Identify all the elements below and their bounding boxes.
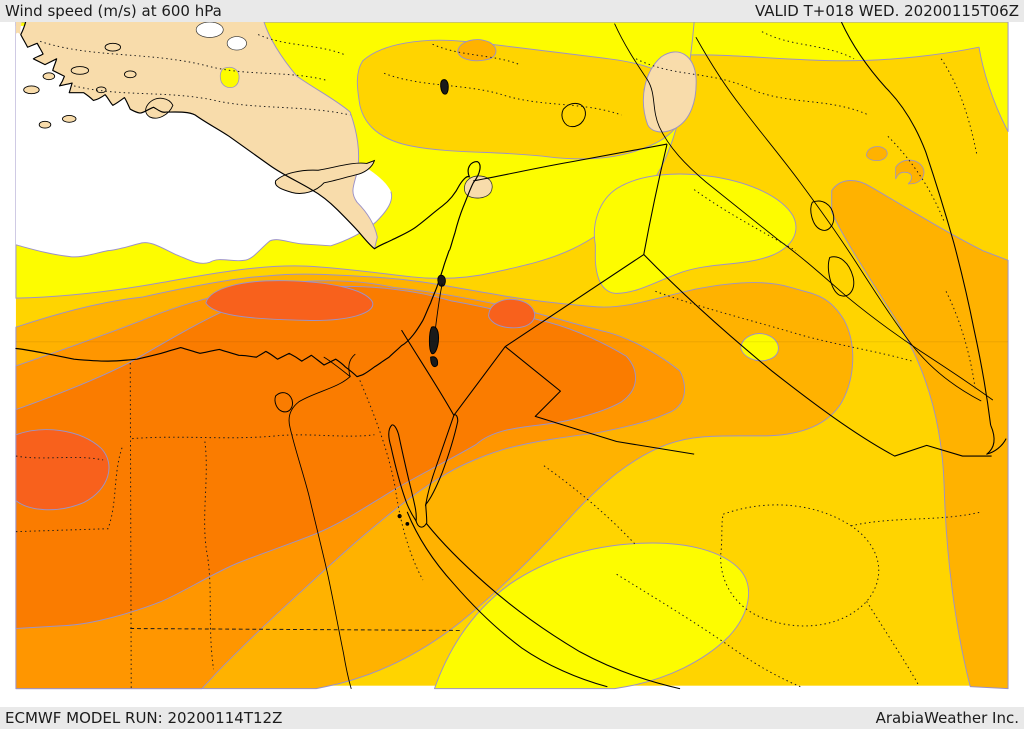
gulf-of-aqaba <box>424 414 459 507</box>
kuwait-coast <box>986 424 1007 455</box>
contour-white-sea-edge <box>15 191 393 264</box>
white-patch-lakes <box>226 36 247 51</box>
nile-delta-branch <box>323 353 356 378</box>
admin-borders-dotted <box>15 31 981 689</box>
red-sea-east-coast <box>426 523 681 690</box>
tigris-river <box>695 37 982 402</box>
band-cream-damascus <box>464 175 493 199</box>
map-title: Wind speed (m/s) at 600 hPa <box>5 2 222 20</box>
red-sea-coastlines <box>388 414 681 690</box>
band-yellow-blob-junction <box>740 333 779 362</box>
border-iraq-iran <box>840 22 992 426</box>
lake-qarun <box>274 392 293 413</box>
aegean-islands <box>23 42 174 129</box>
iraq-lake-tharthar <box>810 200 835 231</box>
border-jordan-river <box>435 283 443 329</box>
valid-time-label: VALID T+018 WED. 20200115T06Z <box>754 2 1019 20</box>
band-cream-anatolia <box>20 22 378 249</box>
map-canvas <box>0 22 1024 707</box>
band-core-east <box>488 298 536 329</box>
lake-tuz <box>440 79 449 95</box>
wind-contour-fills <box>15 22 1009 690</box>
red-sea-west-coast <box>406 511 608 688</box>
border-jordan-iraq <box>504 254 645 348</box>
border-egypt-israel <box>401 329 455 416</box>
band-amber-east <box>831 180 1009 690</box>
lakes <box>274 79 855 413</box>
band-cream-thrace <box>15 22 22 35</box>
band-amber-blob-ne <box>866 146 888 161</box>
footer-bar: ECMWF MODEL RUN: 20200114T12Z ArabiaWeat… <box>0 707 1024 729</box>
rivers <box>288 23 994 690</box>
band-yellow-blob-west-anatolia <box>219 66 240 89</box>
sea-of-galilee <box>437 274 446 287</box>
border-syria-iraq <box>643 143 668 255</box>
lake-van <box>561 102 586 128</box>
dead-sea-south-basin <box>430 356 439 368</box>
band-yellow-syria <box>593 173 797 294</box>
dead-sea <box>428 326 440 355</box>
border-jordan-saudi-hiccup <box>453 346 695 455</box>
band-cream-antakya <box>642 51 697 133</box>
band-amber-crescent-ne <box>895 159 925 185</box>
red-sea-island <box>405 521 410 526</box>
country-borders <box>401 22 1007 457</box>
border-turkey-syria <box>473 143 668 182</box>
iraq-lake-razzaza <box>827 256 855 297</box>
euphrates-river <box>614 23 994 401</box>
band-core-west-edge <box>15 429 110 511</box>
model-run-label: ECMWF MODEL RUN: 20200114T12Z <box>5 709 283 727</box>
sinai-south-tip <box>415 503 428 528</box>
attribution-label: ArabiaWeather Inc. <box>875 709 1019 727</box>
border-iraq-saudi <box>643 254 992 457</box>
wind-speed-map <box>15 22 1009 690</box>
coastlines <box>15 22 481 378</box>
contour-cream-edge <box>263 22 378 249</box>
white-patch-marmara <box>195 22 224 38</box>
band-amber-blob-top <box>457 39 497 62</box>
band-yellow-south <box>434 542 749 690</box>
mediterranean-coastline <box>15 22 481 378</box>
nile-river <box>288 376 352 690</box>
band-core-main <box>205 280 374 321</box>
header-bar: Wind speed (m/s) at 600 hPa VALID T+018 … <box>0 0 1024 22</box>
cyprus-island <box>274 159 376 194</box>
